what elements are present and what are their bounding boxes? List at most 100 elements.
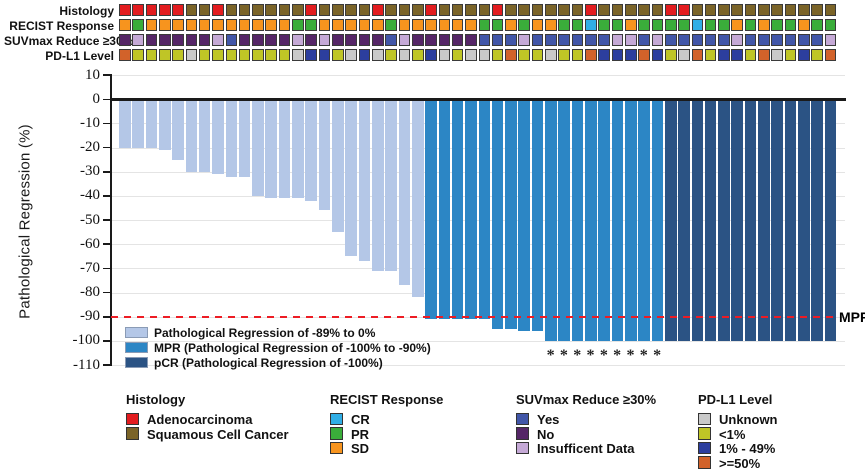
recist-cell [398, 19, 411, 31]
pdl1-cell [252, 49, 264, 61]
bar-pcr [691, 100, 704, 341]
suvmax-cell [172, 34, 184, 46]
recist-cell [585, 19, 597, 31]
suvmax-cell [425, 34, 437, 46]
legend-item-swatch [330, 412, 343, 425]
significance-asterisk: * [586, 347, 595, 364]
pdl1-cell [651, 49, 664, 61]
histology-cell [371, 4, 384, 16]
recist-cell [571, 19, 584, 31]
histology-cell [185, 4, 198, 16]
histology-cell [465, 4, 477, 16]
histology-cell [585, 4, 597, 16]
recist-cell [451, 19, 464, 31]
legend-item: Unknown [698, 412, 778, 427]
legend-item-label: SD [351, 441, 370, 456]
legend-label: Pathological Regression of -89% to 0% [154, 326, 376, 340]
bar-pcr [784, 100, 797, 341]
histology-cell [318, 4, 331, 16]
recist-cell [478, 19, 491, 31]
histology-cell [798, 4, 810, 16]
bar-pcr [811, 100, 823, 341]
suvmax-cell [518, 34, 531, 46]
pdl1-cell [691, 49, 704, 61]
legend-item: Squamous Cell Cancer [126, 427, 289, 442]
histology-cell [305, 4, 317, 16]
recist-cell [731, 19, 744, 31]
pdl1-cell [531, 49, 544, 61]
suvmax-cell [758, 34, 770, 46]
legend-item-swatch [516, 427, 529, 440]
histology-cell [491, 4, 504, 16]
bar-pcr [704, 100, 717, 341]
y-tick [103, 122, 110, 125]
legend-item-label: CR [351, 412, 370, 427]
suvmax-cell [638, 34, 650, 46]
histology-cell [158, 4, 171, 16]
bar-pcr [718, 100, 730, 341]
bar-mpr [571, 100, 584, 341]
y-tick [103, 98, 110, 101]
histology-cell [704, 4, 717, 16]
pdl1-cell [678, 49, 690, 61]
histology-cell [172, 4, 184, 16]
histology-cell [265, 4, 278, 16]
legend-swatch [125, 356, 148, 368]
histology-cell [784, 4, 797, 16]
recist-cell [744, 19, 757, 31]
legend-swatch [125, 341, 148, 353]
y-tick-label: -50 [80, 211, 100, 228]
legend-item: Insufficent Data [516, 441, 656, 456]
y-tick [103, 219, 110, 221]
legend-item-swatch [698, 427, 711, 440]
legend-label: MPR (Pathological Regression of -100% to… [154, 340, 431, 355]
histology-cell [598, 4, 610, 16]
pdl1-cell [371, 49, 384, 61]
legend-group-3: SUVmax Reduce ≥30% Yes No Insufficent Data [516, 392, 656, 456]
suvmax-cell [385, 34, 397, 46]
mpr-line-label: MPR [839, 309, 865, 325]
suvmax-cell [158, 34, 171, 46]
recist-cell [611, 19, 624, 31]
recist-cell [411, 19, 424, 31]
suvmax-cell [119, 34, 131, 46]
suvmax-cell [744, 34, 757, 46]
recist-cell [132, 19, 144, 31]
histology-cell [132, 4, 144, 16]
histology-cell [558, 4, 570, 16]
histology-cell [664, 4, 677, 16]
histology-cell [345, 4, 357, 16]
legend-group-4: PD-L1 Level Unknown <1% 1% - 49% >=50% [698, 392, 778, 471]
legend-group-title: Histology [126, 392, 186, 407]
y-axis-line [110, 74, 112, 367]
bar-mpr [491, 100, 504, 329]
bar-pcr [824, 100, 837, 341]
suvmax-cell [398, 34, 411, 46]
histology-cell [505, 4, 517, 16]
y-tick-label: -40 [80, 187, 100, 204]
bar-light [358, 100, 371, 262]
recist-cell [278, 19, 291, 31]
y-tick-label: -30 [80, 163, 100, 180]
histology-cell [638, 4, 650, 16]
pdl1-cell [598, 49, 610, 61]
histology-cell [758, 4, 770, 16]
pdl1-cell [158, 49, 171, 61]
recist-cell [198, 19, 211, 31]
pdl1-cell [798, 49, 810, 61]
recist-cell [345, 19, 357, 31]
legend-label: pCR (Pathological Regression of -100%) [154, 355, 383, 370]
suvmax-cell [678, 34, 690, 46]
pdl1-cell [398, 49, 411, 61]
legend-item-label: 1% - 49% [719, 441, 776, 456]
legend-item-swatch [698, 441, 711, 454]
pdl1-cell [265, 49, 278, 61]
significance-asterisk: * [653, 347, 662, 364]
bar-light [145, 100, 158, 148]
histology-cell [438, 4, 451, 16]
histology-cell [624, 4, 637, 16]
suvmax-cell [478, 34, 491, 46]
bar-light [238, 100, 251, 177]
pdl1-cell [465, 49, 477, 61]
histology-cell [478, 4, 491, 16]
